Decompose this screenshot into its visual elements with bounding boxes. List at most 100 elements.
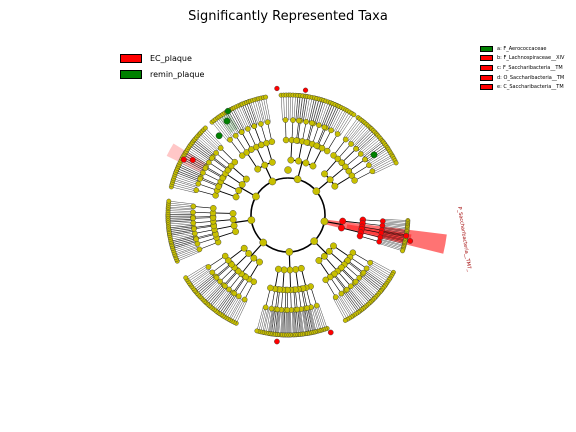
clade-branch <box>169 229 195 235</box>
chart-title: Significantly Represented Taxa <box>188 9 388 24</box>
clade-branch <box>283 95 285 121</box>
clade-branch <box>348 122 366 143</box>
clade-branch <box>269 308 275 334</box>
clade-branch <box>344 264 360 279</box>
clade-branch <box>190 270 211 285</box>
clade-branch <box>275 309 279 335</box>
clade-branch <box>169 231 195 236</box>
clade-branch <box>250 101 259 125</box>
clade-branch <box>281 309 284 335</box>
taxon-node <box>285 248 294 256</box>
taxa-key-text: c: F_Saccharibacteria__TM <box>497 64 563 71</box>
clade-branch <box>203 129 222 148</box>
taxon-node <box>303 118 309 125</box>
taxon-node <box>232 228 239 236</box>
taxon-node <box>297 264 305 272</box>
taxa-key-text: d: O_Saccharibacteria__TM <box>497 74 565 81</box>
clade-branch <box>309 307 316 332</box>
clade-branch <box>193 220 214 224</box>
clade-branch <box>355 281 374 300</box>
clade-branch <box>353 283 372 302</box>
clade-branch <box>382 223 408 227</box>
clade-branch <box>301 288 306 309</box>
clade-branch <box>173 178 198 187</box>
taxon-node <box>353 145 359 152</box>
clade-branch <box>179 162 203 174</box>
taxon-node <box>370 151 378 159</box>
clade-branch <box>324 104 335 128</box>
taxon-node <box>232 193 240 201</box>
clade-branch <box>236 300 248 324</box>
clade-branch <box>241 131 252 150</box>
taxon-node <box>338 290 345 297</box>
clade-branch <box>168 217 194 219</box>
taxon-node <box>223 117 231 125</box>
taxon-node <box>348 283 354 290</box>
clade-branch <box>222 294 237 317</box>
clade-branch <box>172 182 197 190</box>
taxa-key-entry: d: O_Saccharibacteria__TM <box>480 73 564 83</box>
taxon-node <box>351 177 358 184</box>
clade-branch <box>316 127 325 146</box>
clade-branch <box>304 308 309 334</box>
clade-branch <box>311 306 319 332</box>
clade-branch <box>171 238 196 245</box>
taxa-key-swatch <box>480 64 493 71</box>
clade-branch <box>281 289 284 310</box>
clade-branch <box>299 309 303 335</box>
clade-branch <box>173 242 198 251</box>
taxon-node <box>268 305 275 312</box>
clade-branch <box>169 229 195 234</box>
clade-branch <box>351 125 369 145</box>
clade-branch <box>199 279 219 297</box>
clade-branch <box>198 278 218 296</box>
taxon-node <box>407 238 414 244</box>
taxon-node <box>231 290 238 297</box>
taxon-node <box>195 180 202 187</box>
clade-branch <box>294 309 297 335</box>
clade-branch <box>258 98 266 123</box>
clade-branch <box>267 308 273 334</box>
clade-branch <box>371 260 394 273</box>
clade-branch <box>193 140 214 157</box>
clade-branch <box>289 95 291 121</box>
clade-branch <box>382 219 408 221</box>
clade-branch <box>302 308 307 334</box>
clade-branch <box>325 104 336 128</box>
clade-branch <box>333 298 346 321</box>
clade-branch <box>365 270 386 286</box>
clade-branch <box>345 153 361 168</box>
clade-branch <box>336 111 350 134</box>
taxon-node <box>239 152 246 159</box>
clade-branch <box>241 104 252 128</box>
clade-branch <box>230 109 243 132</box>
taxon-node <box>295 117 302 124</box>
legend-label-ec-plaque: EC_plaque <box>150 53 192 63</box>
taxon-node <box>202 165 209 171</box>
clade-branch <box>314 306 322 331</box>
clade-branch <box>308 97 315 123</box>
taxon-node <box>210 205 217 212</box>
clade-branch <box>199 133 218 152</box>
taxon-node <box>403 233 409 239</box>
clade-branch <box>370 261 393 275</box>
taxa-key-legend: a: F_Aerococcaceae b: F_Lachnospiraceae_… <box>480 44 564 92</box>
clade-branch <box>173 180 198 188</box>
clade-branch <box>307 123 314 143</box>
clade-branch <box>199 241 219 250</box>
taxon-node <box>189 156 196 163</box>
clade-branch <box>238 105 249 129</box>
clade-branch <box>232 276 245 293</box>
clade-branch <box>193 217 214 219</box>
clade-branch <box>304 96 310 122</box>
taxon-node <box>217 145 224 151</box>
clade-branch <box>361 274 382 291</box>
taxon-node <box>227 136 233 143</box>
clade-branch <box>215 263 232 277</box>
clade-branch <box>215 152 232 167</box>
taxon-node <box>245 126 251 132</box>
clade-branch <box>348 159 366 172</box>
clade-branch <box>185 152 207 166</box>
clade-branch <box>221 293 236 315</box>
clade-branch <box>266 308 271 334</box>
